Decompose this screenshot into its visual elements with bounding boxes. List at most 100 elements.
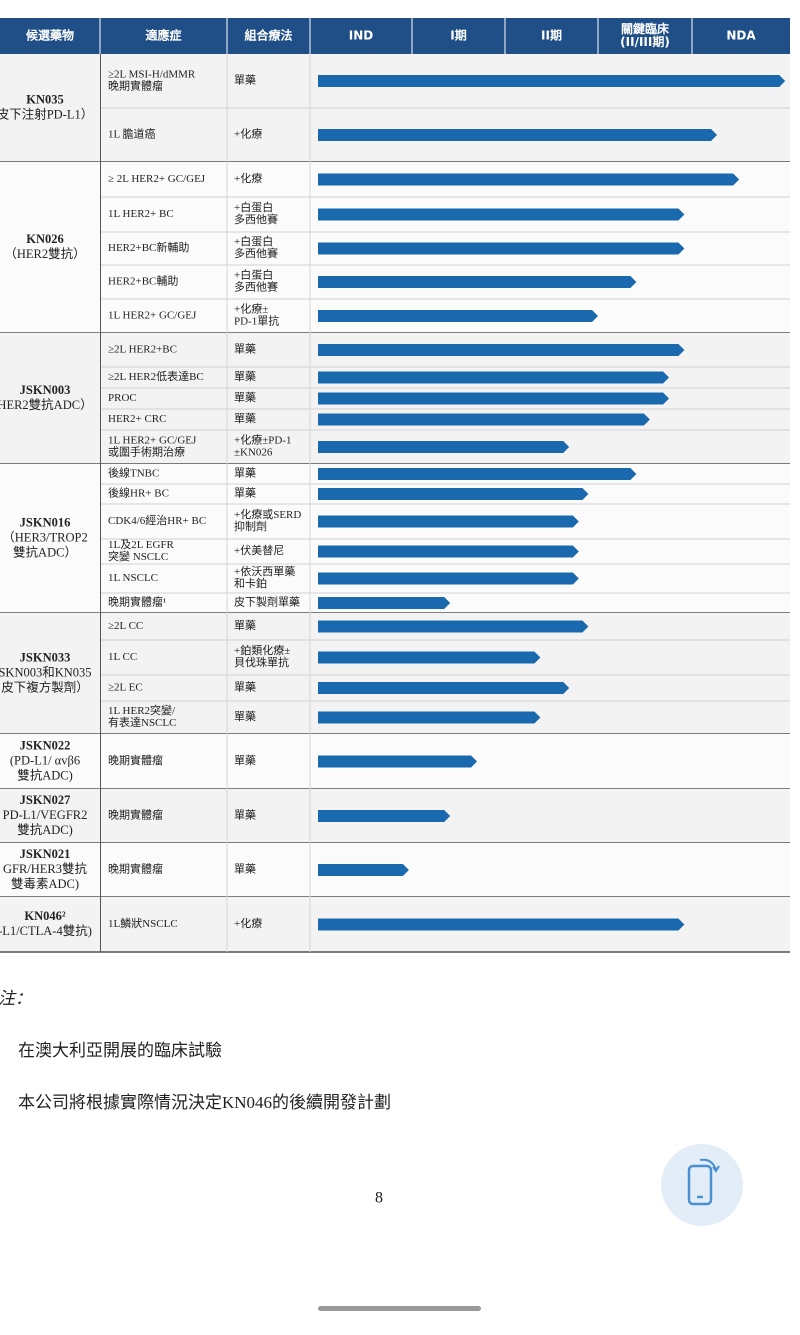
drug-label: KN035 bbox=[26, 92, 64, 106]
therapy: 單藥 bbox=[234, 863, 256, 876]
therapy: +化療 bbox=[234, 916, 262, 930]
drug-label: SKN003和KN035 bbox=[0, 665, 92, 679]
drug-label: JSKN016 bbox=[20, 515, 71, 529]
progress-bar bbox=[318, 597, 451, 609]
therapy: 單藥 bbox=[234, 343, 256, 356]
pipeline-table: 候選藥物 適應症 組合療法 IND I期 II期 關鍵臨床(II/III期) NDA KN035… bbox=[0, 18, 790, 953]
header-label: 適應症 bbox=[145, 28, 181, 43]
notes-title: 注： bbox=[0, 989, 32, 1008]
indication: 1L HER2+ BC bbox=[108, 208, 174, 220]
therapy: 單藥 bbox=[234, 412, 256, 425]
indication: ≥2L MSI-H/dMMR bbox=[108, 69, 196, 81]
therapy: 單藥 bbox=[234, 809, 256, 822]
progress-bar bbox=[318, 344, 685, 356]
therapy: 單藥 bbox=[234, 467, 256, 480]
rotate-arrow bbox=[699, 1158, 720, 1173]
progress-bar bbox=[318, 488, 589, 500]
therapy: 多西他賽 bbox=[234, 280, 278, 294]
rotate-button[interactable] bbox=[661, 1144, 743, 1226]
therapy: 單藥 bbox=[234, 619, 256, 632]
indication: 1L HER2突變/ bbox=[108, 703, 176, 717]
therapy: 單藥 bbox=[234, 487, 256, 500]
header-label: (II/III期) bbox=[620, 34, 670, 49]
indication: ≥2L CC bbox=[108, 620, 143, 632]
drug-label: （HER3/TROP2 bbox=[2, 530, 87, 544]
therapy: 皮下製劑單藥 bbox=[234, 595, 300, 609]
header-label: 候選藥物 bbox=[26, 28, 74, 43]
progress-bar bbox=[318, 515, 579, 528]
progress-bar bbox=[318, 441, 570, 453]
header-bg bbox=[0, 18, 790, 54]
header-label: 關鍵臨床 bbox=[621, 21, 670, 36]
progress-bar bbox=[318, 371, 670, 384]
progress-bar bbox=[318, 682, 570, 694]
indication: 1L 膽道癌 bbox=[108, 127, 156, 141]
drug-label: JSKN003 bbox=[20, 383, 71, 397]
therapy: +化療± bbox=[234, 302, 268, 316]
note-item: 在澳大利亞開展的臨床試驗 bbox=[18, 1041, 222, 1060]
indication: 晚期實體瘤 bbox=[108, 79, 163, 93]
drug-label: JSKN033 bbox=[20, 650, 71, 664]
indication: HER2+ CRC bbox=[108, 413, 166, 425]
therapy: 單藥 bbox=[234, 391, 256, 404]
progress-bar bbox=[318, 276, 637, 288]
indication: 晚期實體瘤 bbox=[108, 808, 163, 822]
progress-bar bbox=[318, 468, 637, 480]
drug-label: (PD-L1/ αvβ6 bbox=[10, 753, 80, 767]
drug-label: 雙抗ADC） bbox=[13, 544, 77, 559]
progress-bar bbox=[318, 918, 685, 931]
progress-bar bbox=[318, 572, 579, 585]
progress-bar bbox=[318, 545, 579, 558]
header-label: IND bbox=[349, 29, 374, 43]
therapy: +化療 bbox=[234, 171, 262, 185]
indication: ≥2L EC bbox=[108, 682, 143, 694]
drug-label: GFR/HER3雙抗 bbox=[3, 861, 88, 876]
page-number: 8 bbox=[375, 1190, 383, 1207]
progress-bar bbox=[318, 620, 589, 633]
progress-bar bbox=[318, 310, 598, 322]
progress-bar bbox=[318, 711, 541, 724]
header-label: 組合療法 bbox=[244, 28, 292, 43]
header-label: I期 bbox=[450, 28, 466, 43]
indication: ≥2L HER2低表達BC bbox=[108, 369, 204, 383]
indication: 後線TNBC bbox=[108, 466, 159, 480]
therapy: 多西他賽 bbox=[234, 212, 278, 226]
drug-label: 雙抗ADC) bbox=[17, 767, 73, 782]
indication: 1L鱗狀NSCLC bbox=[108, 916, 178, 930]
therapy: PD-1單抗 bbox=[234, 314, 279, 328]
drug-label: HER2雙抗ADC） bbox=[0, 397, 93, 412]
indication: 1L HER2+ GC/GEJ bbox=[108, 435, 197, 447]
drug-label: -L1/CTLA-4雙抗) bbox=[0, 923, 92, 938]
progress-bar bbox=[318, 75, 786, 87]
progress-bar bbox=[318, 242, 685, 255]
therapy: +化療±PD-1 bbox=[234, 433, 291, 447]
progress-bar bbox=[318, 208, 685, 221]
phone-icon bbox=[687, 1164, 713, 1206]
drug-label: （HER2雙抗） bbox=[4, 246, 85, 261]
indication: HER2+BC輔助 bbox=[108, 274, 178, 288]
indication: HER2+BC新輔助 bbox=[108, 240, 189, 254]
indication: 1L HER2+ GC/GEJ bbox=[108, 310, 197, 322]
indication: 晚期實體瘤 bbox=[108, 753, 163, 767]
indication: 1L NSCLC bbox=[108, 572, 158, 584]
therapy: 貝伐珠單抗 bbox=[234, 655, 289, 669]
indication: 後線HR+ BC bbox=[108, 486, 169, 500]
therapy: 抑制劑 bbox=[234, 519, 267, 533]
therapy: ±KN026 bbox=[234, 447, 273, 459]
therapy: +伏美替尼 bbox=[234, 543, 284, 557]
indication: 晚期實體瘤 bbox=[108, 862, 163, 876]
drug-label: JSKN021 bbox=[20, 847, 71, 861]
button-bg[interactable] bbox=[661, 1144, 743, 1226]
progress-bar bbox=[318, 173, 740, 186]
progress-bar bbox=[318, 413, 650, 426]
therapy: +白蛋白 bbox=[234, 268, 273, 282]
progress-bar bbox=[318, 129, 718, 141]
home-indicator bbox=[318, 1306, 481, 1311]
indication: CDK4/6經治HR+ BC bbox=[108, 513, 206, 527]
drug-label: KN046² bbox=[24, 909, 66, 923]
indication: 晚期實體瘤¹ bbox=[108, 595, 166, 609]
therapy: 單藥 bbox=[234, 74, 256, 87]
therapy: +白蛋白 bbox=[234, 200, 273, 214]
therapy: 和卡鉑 bbox=[234, 576, 267, 590]
